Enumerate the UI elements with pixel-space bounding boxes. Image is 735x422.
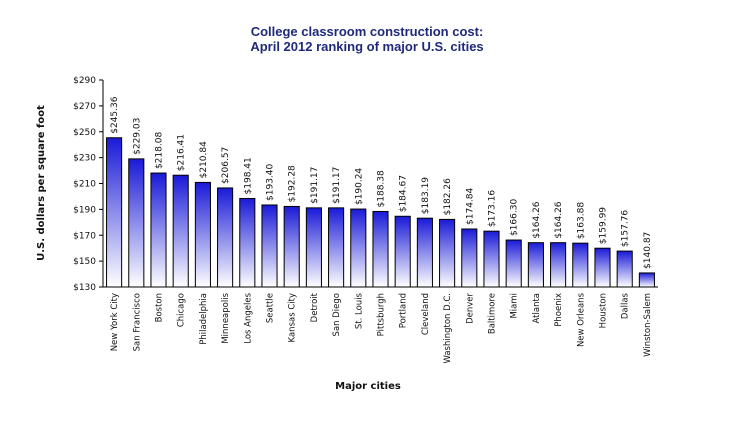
bar (239, 197, 256, 288)
bar (150, 172, 167, 288)
bar-value-label: $245.36 (110, 96, 120, 133)
bar (328, 207, 345, 288)
bar (372, 210, 389, 288)
chart-title-line-1: College classroom construction cost: (251, 24, 484, 39)
bar (638, 272, 655, 288)
x-category-label: Minneapolis (221, 292, 231, 343)
bar (594, 247, 611, 288)
y-tick-label: $250 (73, 128, 96, 138)
bar (416, 217, 433, 288)
bar-value-label: $229.03 (132, 118, 142, 155)
bar-value-label: $166.30 (510, 199, 520, 236)
bar-value-label: $183.19 (421, 177, 431, 214)
bar-value-label: $184.67 (399, 175, 409, 212)
category-labels: New York City San Francisco Boston Chicago P… (110, 292, 653, 363)
bar-value-label: $157.76 (621, 210, 631, 247)
x-category-label: Boston (155, 293, 165, 322)
bar-value-label: $190.24 (354, 168, 364, 205)
y-tick-label: $230 (73, 154, 96, 164)
bar (106, 137, 123, 288)
y-tick-label: $170 (73, 231, 96, 241)
bar (461, 228, 478, 288)
x-category-label: Phoenix (554, 293, 564, 327)
x-category-label: Chicago (177, 293, 187, 327)
x-category-label: New York City (110, 293, 120, 351)
bar (261, 204, 278, 288)
bar-value-label: $173.16 (488, 190, 498, 227)
bars (106, 137, 655, 288)
x-category-label: San Diego (332, 293, 342, 336)
x-category-label: Portland (399, 293, 409, 328)
bar-value-label: $191.17 (332, 167, 342, 204)
bar (439, 218, 456, 288)
bar (616, 250, 633, 288)
bar-value-label: $192.28 (288, 165, 298, 202)
bar-value-label: $159.99 (599, 207, 609, 244)
bar-value-label: $163.88 (576, 202, 586, 239)
bar-value-label: $193.40 (266, 163, 276, 200)
bar-value-label: $188.38 (377, 170, 387, 207)
x-category-label: San Francisco (132, 293, 142, 351)
y-tick-label: $210 (73, 180, 96, 190)
y-tick-label: $150 (73, 257, 96, 267)
value-labels: $245.36 $229.03 $218.08 $216.41 $210.84 $206.… (110, 96, 653, 269)
bar-value-label: $140.87 (643, 232, 653, 269)
x-category-label: Miami (510, 293, 520, 319)
x-axis-title: Major cities (335, 381, 401, 392)
x-category-label: Detroit (310, 292, 320, 322)
bar-value-label: $174.84 (465, 187, 475, 224)
bar (550, 242, 567, 288)
x-category-label: Houston (599, 293, 609, 328)
x-category-label: Dallas (621, 292, 631, 319)
bar (305, 207, 322, 288)
bar-value-label: $164.26 (554, 201, 564, 238)
bar (394, 215, 411, 288)
x-category-label: St. Louis (354, 292, 364, 329)
x-category-label: Los Angeles (243, 292, 253, 343)
bar (350, 208, 367, 288)
y-tick-label: $270 (73, 102, 96, 112)
x-category-label: Washington D.C. (443, 293, 453, 364)
bar (572, 242, 589, 288)
y-axis-title: U.S. dollars per square foot (36, 105, 47, 261)
x-category-label: Kansas City (288, 293, 298, 342)
y-tick-label: $130 (73, 283, 96, 293)
bar-value-label: $218.08 (155, 132, 165, 169)
bar-value-label: $182.26 (443, 178, 453, 215)
bar-value-label: $164.26 (532, 201, 542, 238)
bar (172, 174, 189, 288)
x-category-label: Pittsburgh (377, 293, 387, 336)
x-category-label: Baltimore (488, 293, 498, 334)
bar (128, 158, 145, 288)
y-tick-label: $290 (73, 76, 96, 86)
bar (527, 242, 544, 288)
y-tick-label: $190 (73, 205, 96, 215)
bar (194, 181, 211, 288)
x-category-label: New Orleans (576, 292, 586, 347)
chart-title-line-2: April 2012 ranking of major U.S. cities (250, 39, 483, 54)
bar (483, 230, 500, 288)
bar-value-label: $216.41 (177, 134, 187, 171)
bar-value-label: $210.84 (199, 141, 209, 178)
bar (217, 187, 234, 288)
bar (505, 239, 522, 288)
bar-value-label: $191.17 (310, 167, 320, 204)
bar-value-label: $206.57 (221, 147, 231, 184)
x-category-label: Seattle (266, 293, 276, 323)
x-category-label: Denver (465, 293, 475, 324)
bar (283, 205, 300, 288)
bar-value-label: $198.41 (243, 157, 253, 194)
x-category-label: Atlanta (532, 293, 542, 324)
x-category-label: Philadelphia (199, 293, 209, 345)
x-category-label: Cleveland (421, 293, 431, 335)
x-category-label: Winston-Salem (643, 293, 653, 357)
